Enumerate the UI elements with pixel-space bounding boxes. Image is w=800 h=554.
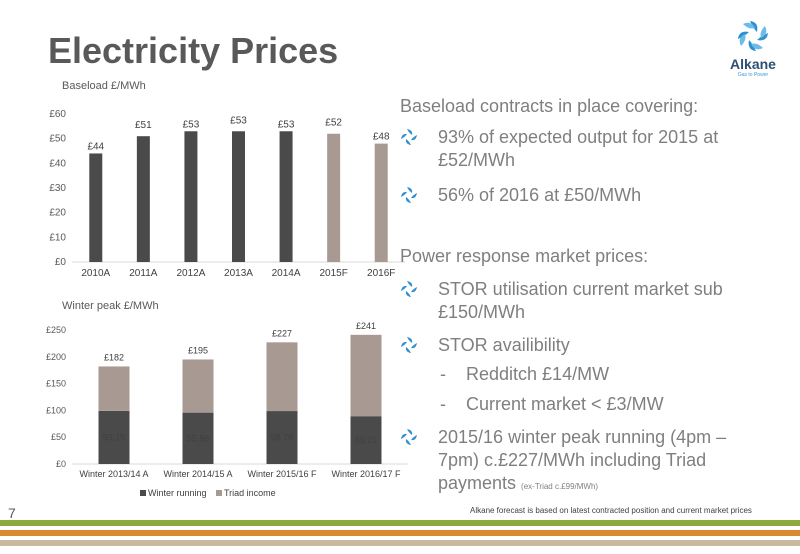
bar bbox=[232, 131, 245, 262]
bullet-text: 2015/16 winter peak running (4pm – 7pm) … bbox=[438, 426, 758, 498]
bullet-main-text: 2015/16 winter peak running (4pm – 7pm) … bbox=[438, 427, 727, 493]
total-label: £195 bbox=[188, 345, 208, 355]
bullet-item: STOR utilisation current market sub £150… bbox=[400, 278, 780, 324]
legend-swatch bbox=[216, 490, 222, 496]
x-tick-label: 2016F bbox=[367, 268, 395, 279]
bar bbox=[327, 133, 341, 262]
x-tick-label: 2015F bbox=[319, 268, 347, 279]
y-tick-label: £30 bbox=[49, 183, 66, 194]
legend-label: Winter running bbox=[148, 488, 207, 498]
y-tick-label: £250 bbox=[46, 325, 66, 335]
bar-segment-running bbox=[98, 410, 130, 464]
y-tick-label: £40 bbox=[49, 158, 66, 169]
legend-label: Triad income bbox=[224, 488, 276, 498]
bullet-icon bbox=[401, 129, 417, 145]
y-tick-label: £0 bbox=[56, 459, 66, 469]
dash-mark: - bbox=[440, 364, 446, 384]
footnote: Alkane forecast is based on latest contr… bbox=[470, 506, 752, 515]
bar-segment-running bbox=[266, 411, 298, 464]
y-tick-label: £60 bbox=[49, 109, 66, 120]
y-tick-label: £200 bbox=[46, 352, 66, 362]
bar bbox=[374, 143, 388, 262]
x-tick-label: 2014A bbox=[272, 268, 301, 279]
bar-segment-triad bbox=[98, 366, 130, 411]
sub-bullet-text: Current market < £3/MW bbox=[466, 394, 664, 414]
bullet-icon bbox=[401, 281, 417, 297]
bullet-text: 93% of expected output for 2015 at £52/M… bbox=[438, 127, 719, 170]
bullet-note: (ex-Triad c.£99/MWh) bbox=[521, 482, 599, 491]
sub-bullet-item: - Current market < £3/MW bbox=[440, 394, 740, 417]
bar-segment-running bbox=[350, 416, 382, 464]
y-tick-label: £20 bbox=[49, 208, 66, 219]
data-label: 95.86 bbox=[187, 433, 210, 443]
stripe-green bbox=[0, 520, 800, 526]
bullet-item: STOR availibility bbox=[400, 334, 780, 357]
data-label: 98.78 bbox=[271, 433, 294, 443]
bullet-icon bbox=[401, 187, 417, 203]
page-number: 7 bbox=[8, 505, 16, 521]
sub-bullet-text: Redditch £14/MW bbox=[466, 364, 610, 384]
bar bbox=[279, 131, 293, 262]
data-label: 89.21 bbox=[355, 435, 378, 445]
bar-segment-triad bbox=[350, 334, 382, 417]
total-label: £182 bbox=[104, 352, 124, 362]
bullet-item: 2015/16 winter peak running (4pm – 7pm) … bbox=[400, 426, 780, 496]
data-label: £53 bbox=[183, 119, 200, 130]
data-label: 99.15 bbox=[103, 432, 126, 442]
bullet-item: 93% of expected output for 2015 at £52/M… bbox=[400, 126, 780, 172]
baseload-heading: Baseload contracts in place covering: bbox=[400, 96, 699, 116]
y-tick-label: £150 bbox=[46, 379, 66, 389]
bar bbox=[89, 153, 103, 262]
bar bbox=[136, 136, 150, 262]
bar-segment-running bbox=[182, 412, 214, 464]
x-tick-label: Winter 2016/17 F bbox=[331, 469, 401, 479]
baseload-chart-title: Baseload £/MWh bbox=[62, 80, 146, 92]
y-tick-label: £10 bbox=[49, 232, 66, 243]
logo-tagline: Gas to Power bbox=[737, 72, 769, 78]
data-label: £53 bbox=[230, 115, 247, 126]
winter-peak-chart: £0 £50 £100 £150 £200 £250 99.15 £182 Winter 201… bbox=[46, 321, 408, 498]
y-tick-label: £50 bbox=[49, 134, 66, 145]
y-tick-label: £50 bbox=[51, 432, 66, 442]
bullet-icon bbox=[401, 337, 417, 353]
alkane-logo: Alkane Gas to Power bbox=[718, 18, 788, 80]
y-tick-label: £100 bbox=[46, 405, 66, 415]
x-tick-label: Winter 2013/14 A bbox=[79, 469, 148, 479]
x-tick-label: Winter 2015/16 F bbox=[247, 469, 317, 479]
bar bbox=[184, 131, 198, 262]
winter-peak-chart-title: Winter peak £/MWh bbox=[62, 300, 159, 312]
data-label: £53 bbox=[278, 119, 295, 130]
data-label: £52 bbox=[325, 118, 342, 129]
bullet-item: 56% of 2016 at £50/MWh bbox=[400, 184, 780, 207]
total-label: £241 bbox=[356, 321, 376, 331]
bar-segment-triad bbox=[182, 359, 214, 413]
total-label: £227 bbox=[272, 328, 292, 338]
logo-name: Alkane bbox=[730, 56, 776, 72]
data-label: £44 bbox=[87, 141, 104, 152]
x-tick-label: 2012A bbox=[176, 268, 205, 279]
x-tick-label: 2013A bbox=[224, 268, 253, 279]
sub-bullet-item: - Redditch £14/MW bbox=[440, 364, 740, 387]
data-label: £51 bbox=[135, 120, 152, 131]
baseload-chart: £0 £10 £20 £30 £40 £50 £60 £44 2010A £51 2011A £53 2… bbox=[49, 109, 405, 279]
y-tick-label: £0 bbox=[55, 257, 67, 268]
logo-mark-icon bbox=[738, 21, 768, 51]
bullet-text: STOR utilisation current market sub £150… bbox=[438, 279, 723, 322]
slide-title: Electricity Prices bbox=[48, 30, 339, 71]
power-response-heading: Power response market prices: bbox=[400, 246, 649, 266]
dash-mark: - bbox=[440, 394, 446, 414]
legend-swatch bbox=[140, 490, 146, 496]
stripe-orange bbox=[0, 530, 800, 536]
bullet-icon bbox=[401, 429, 417, 445]
bar-segment-triad bbox=[266, 342, 298, 412]
data-label: £48 bbox=[373, 132, 390, 143]
bullet-text: STOR availibility bbox=[438, 335, 570, 355]
bullet-text: 56% of 2016 at £50/MWh bbox=[438, 185, 642, 205]
x-tick-label: Winter 2014/15 A bbox=[163, 469, 232, 479]
x-tick-label: 2011A bbox=[129, 268, 158, 279]
x-tick-label: 2010A bbox=[81, 268, 110, 279]
stripe-tan bbox=[0, 540, 800, 546]
